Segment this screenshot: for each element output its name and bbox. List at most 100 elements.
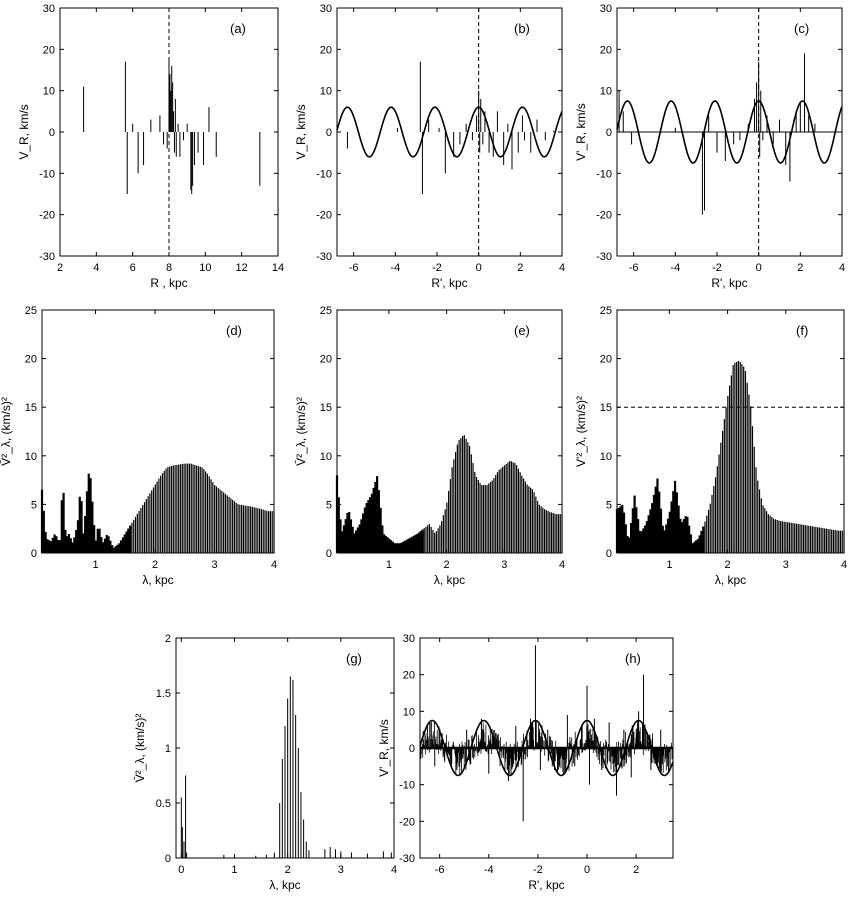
x-tick-label-a-0: 2 [57,262,63,274]
x-tick-label-e-1: 2 [444,559,450,571]
x-tick-label-g-4: 4 [391,864,397,876]
x-tick-label-d-1: 2 [152,559,158,571]
y-axis-label-e: V̄²_λ, (km/s)² [294,397,308,466]
y-tick-label-e-1: 5 [326,499,332,511]
x-axis-label-b: R', kpc [431,276,467,290]
x-tick-label-c-1: -4 [670,262,680,274]
x-tick-label-h-1: -4 [484,864,494,876]
panel-label-f: (f) [796,323,808,338]
x-tick-label-d-0: 1 [92,559,98,571]
y-axis-label-c: V'_R, km/s [574,103,588,161]
y-axis-label-a: V_R, km/s [17,104,31,159]
y-tick-label-g-4: 2 [165,633,171,645]
y-tick-label-e-0: 0 [326,548,332,560]
panel-label-e: (e) [514,323,530,338]
x-tick-label-b-3: 0 [476,262,482,274]
y-tick-label-c-5: 20 [600,44,612,56]
y-tick-label-h-6: 30 [403,633,415,645]
x-tick-label-h-0: -6 [435,864,445,876]
y-tick-label-b-2: -10 [316,168,332,180]
x-tick-label-c-4: 2 [797,262,803,274]
x-tick-label-d-2: 3 [211,559,217,571]
y-tick-label-e-5: 25 [320,305,332,317]
y-tick-label-a-0: -30 [39,251,55,263]
x-axis-label-a: R , kpc [150,276,187,290]
x-tick-label-b-1: -4 [390,262,400,274]
y-tick-label-f-3: 15 [600,402,612,414]
y-tick-label-h-2: -10 [399,780,415,792]
sinusoid-h [419,719,674,777]
y-tick-label-d-2: 10 [25,451,37,463]
y-tick-label-c-0: -30 [596,251,612,263]
x-tick-label-h-3: 0 [584,864,590,876]
x-axis-label-c: R', kpc [711,276,747,290]
x-tick-label-a-6: 14 [272,262,284,274]
panel-f-frame [616,309,845,554]
x-axis-label-h: R', kpc [528,878,564,892]
panel-label-d: (d) [226,323,242,338]
panel-a: 2 4 6 8 10 12 14 -30 -20 -10 0 10 20 30 (a) R , kpc V_R,… [17,3,284,290]
panel-e: 1 2 3 4 0 5 10 15 20 25 (e) λ, kpc V̄²_λ, (km/s)² [294,305,565,587]
y-tick-label-f-2: 10 [600,451,612,463]
y-tick-label-h-1: -20 [399,816,415,828]
x-tick-label-d-3: 4 [271,559,277,571]
x-tick-label-a-4: 10 [199,262,211,274]
y-tick-label-f-5: 25 [600,305,612,317]
y-tick-label-e-3: 15 [320,402,332,414]
y-axis-label-h: V'_R, km/s [377,719,391,777]
x-tick-label-c-2: -2 [712,262,722,274]
y-tick-label-g-1: 0.5 [156,798,171,810]
panel-label-b: (b) [514,21,530,36]
x-tick-label-h-2: -2 [533,864,543,876]
y-axis-label-f: V'²_λ, (km/s)² [574,396,588,467]
panel-label-a: (a) [230,21,246,36]
y-tick-label-c-4: 10 [600,86,612,98]
x-tick-label-a-1: 4 [93,262,99,274]
y-tick-label-c-1: -20 [596,210,612,222]
x-tick-label-a-5: 12 [236,262,248,274]
y-tick-label-h-5: 20 [403,670,415,682]
x-tick-label-c-5: 4 [839,262,845,274]
x-tick-label-c-3: 0 [756,262,762,274]
x-tick-label-b-5: 4 [559,262,565,274]
y-axis-label-g: V̄²_λ, (km/s)² [133,714,147,783]
panel-d: 1 2 3 4 0 5 10 15 20 25 (d) λ, kpc V̄²_λ, (km/s)² [0,305,277,587]
x-tick-label-a-3: 8 [166,262,172,274]
y-tick-label-d-4: 20 [25,354,37,366]
panel-g: 0 1 2 3 4 0 0.5 1 1.5 2 (g) λ, kpc V̄²_λ, (km/s)² [133,633,397,892]
y-tick-label-a-4: 10 [43,86,55,98]
y-tick-label-c-6: 30 [600,3,612,15]
x-tick-label-e-3: 4 [559,559,565,571]
y-tick-label-g-2: 1 [165,743,171,755]
panel-f: 1 2 3 4 0 5 10 15 20 25 (f) λ, kpc V'²_λ, (km/s)² [574,305,847,587]
x-tick-label-f-3: 4 [841,559,847,571]
y-tick-label-e-4: 20 [320,354,332,366]
x-axis-label-g: λ, kpc [269,878,300,892]
y-tick-label-a-2: -10 [39,168,55,180]
y-tick-label-f-1: 5 [606,499,612,511]
x-tick-label-h-4: 2 [633,864,639,876]
panel-e-frame [336,309,563,554]
y-tick-label-a-3: 0 [49,127,55,139]
y-tick-label-c-3: 0 [606,127,612,139]
y-tick-label-h-0: -30 [399,853,415,865]
x-tick-label-e-0: 1 [386,559,392,571]
sinusoid-c [616,100,843,164]
x-tick-label-g-2: 2 [285,864,291,876]
y-tick-label-b-3: 0 [326,127,332,139]
x-tick-label-f-1: 2 [725,559,731,571]
x-tick-label-f-2: 3 [783,559,789,571]
x-tick-label-b-0: -6 [349,262,359,274]
panel-label-h: (h) [625,651,641,666]
y-tick-label-b-6: 30 [320,3,332,15]
y-tick-label-f-4: 20 [600,354,612,366]
x-tick-label-c-0: -6 [629,262,639,274]
x-tick-label-e-2: 3 [501,559,507,571]
y-tick-label-d-3: 15 [25,402,37,414]
y-tick-label-h-3: 0 [409,743,415,755]
y-tick-label-d-0: 0 [31,548,37,560]
x-tick-label-f-0: 1 [666,559,672,571]
y-tick-label-b-5: 20 [320,44,332,56]
